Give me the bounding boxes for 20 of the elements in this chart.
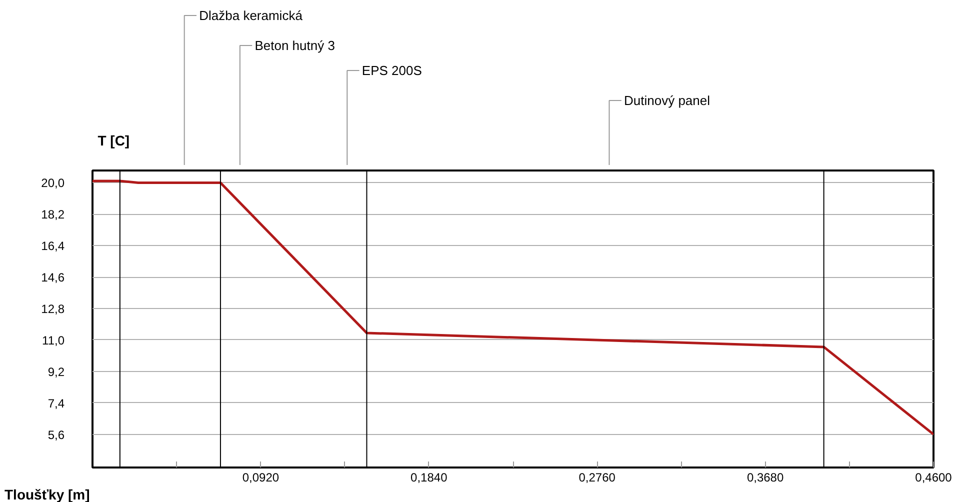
y-tick-label: 9,2 [48, 364, 65, 379]
x-tick-label: 0,1840 [410, 470, 448, 484]
y-tick-label: 14,6 [41, 270, 65, 285]
x-tick-label: 0,2760 [578, 470, 616, 484]
x-tick-label: 0,0920 [242, 470, 280, 484]
y-tick-label: 16,4 [41, 239, 65, 254]
x-tick-label: 0,4600 [915, 470, 952, 484]
y-tick-label: 20,0 [41, 176, 65, 190]
y-axis-title: T [C] [98, 132, 130, 148]
text: EPS 200S [362, 63, 422, 78]
y-tick-label: 12,8 [41, 302, 65, 316]
line-series [92, 180, 934, 436]
y-tick-label: 7,4 [48, 396, 65, 410]
y-tick-label: 5,6 [48, 428, 65, 442]
y-tick-label: 11,0 [42, 333, 65, 348]
y-tick-label: 18,2 [41, 208, 65, 222]
text: Dlažba keramická [199, 8, 304, 23]
x-tick-label: 0,3680 [746, 470, 784, 484]
text: Dutinový panel [624, 93, 710, 108]
text: Beton hutný 3 [254, 38, 335, 53]
